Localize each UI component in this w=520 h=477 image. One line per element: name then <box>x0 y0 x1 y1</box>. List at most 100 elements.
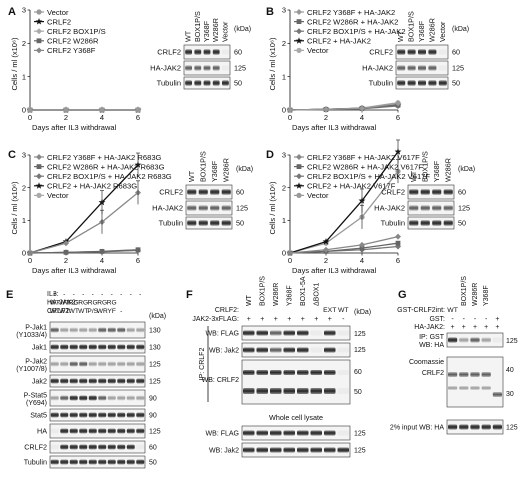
blot-row-sublabel: (Y1033/4) <box>16 332 47 339</box>
blot-band <box>98 378 107 384</box>
blot-band <box>270 330 282 336</box>
blot-band <box>117 444 126 450</box>
blot-band <box>107 344 116 350</box>
mw-label: 125 <box>506 338 518 345</box>
blot-band <box>420 205 430 211</box>
legend-swatch-marker <box>36 9 42 15</box>
blot-band <box>428 80 437 86</box>
blot-row-label: WB: FLAG <box>206 431 239 438</box>
legend-entry-4: Vector <box>307 191 329 200</box>
blot-band <box>126 459 135 465</box>
blot-band <box>418 80 426 86</box>
blot-band <box>79 327 88 333</box>
blot-band <box>187 189 197 195</box>
legend-swatch-marker <box>296 192 302 198</box>
blot-band <box>409 189 419 195</box>
blot-strip <box>241 442 351 458</box>
legend-entry-1: CRLF2 <box>47 17 71 26</box>
blot-band <box>60 428 69 434</box>
mw-label: 60 <box>458 188 466 197</box>
blot-band <box>270 447 282 453</box>
blot-band <box>222 49 229 55</box>
blot-row-label: Tubulin <box>381 219 405 228</box>
header-cell: - <box>139 291 141 298</box>
blot-band <box>481 337 491 343</box>
y-tick-label: 2 <box>22 39 26 48</box>
blot-band <box>310 330 322 336</box>
blot-band <box>79 428 88 434</box>
panel-b-letter: B <box>266 6 274 18</box>
x-tick-label: 0 <box>288 113 292 122</box>
blot-band <box>337 347 349 353</box>
blot-row-label: WB: Jak2 <box>209 348 239 355</box>
blot-band <box>212 65 220 71</box>
lane-label: W286R <box>221 158 230 182</box>
lane-label: WT <box>396 30 405 42</box>
blot-band <box>60 459 69 465</box>
lane-label: WT <box>409 170 418 182</box>
blot-row-label: Jak2 <box>32 377 47 386</box>
blot-band <box>198 189 208 195</box>
blot-band <box>481 372 491 377</box>
x-tick-label: 0 <box>28 113 32 122</box>
blot-band <box>448 372 458 377</box>
blot-band <box>136 395 145 401</box>
lane-label: BOX1P/S <box>193 11 202 42</box>
blot-row-label: CRLF2 <box>369 48 393 57</box>
x-tick-label: 0 <box>288 256 292 265</box>
blot-strip <box>49 440 146 454</box>
data-point-0-0 <box>287 250 293 256</box>
whole-cell-lysate-label: Whole cell lysate <box>269 413 323 422</box>
blot-band <box>136 344 145 350</box>
lane-label: BOX1-5A <box>300 276 307 306</box>
lane-label: WT <box>246 294 253 306</box>
blot-band <box>459 424 469 430</box>
legend-swatch-marker <box>36 47 42 54</box>
blot-band <box>198 220 208 226</box>
blot-band <box>136 327 145 333</box>
blot-band <box>126 428 135 434</box>
x-tick-label: 6 <box>396 113 400 122</box>
legend-swatch-marker <box>35 182 43 189</box>
gst-cell: - <box>463 316 466 323</box>
jak2-cell: + <box>301 316 305 323</box>
header-cell: - <box>63 291 65 298</box>
legend-entry-3: CRLF2 + HA-JAK2 R683G <box>47 182 137 191</box>
blot-band <box>432 205 442 211</box>
legend-entry-2: CRLF2 BOX1P/S + HA-JAK2 <box>307 27 406 36</box>
legend-swatch-marker <box>296 28 302 35</box>
blot-row-label: CRLF2 <box>24 443 47 452</box>
x-tick-label: 0 <box>28 256 32 265</box>
y-tick-label: 3 <box>22 151 26 160</box>
kda-label: (kDa) <box>354 309 371 316</box>
blot-band <box>324 347 336 353</box>
blot-band <box>107 412 116 418</box>
blot-band <box>222 65 229 71</box>
mw-label: 60 <box>234 48 242 57</box>
mw-label: 125 <box>149 379 161 386</box>
blot-band <box>470 337 480 343</box>
gst-cell: - <box>485 316 488 323</box>
mw-label: 90 <box>149 396 157 403</box>
legend-swatch-marker <box>36 164 42 169</box>
x-tick-label: 2 <box>324 113 328 122</box>
blot-band <box>136 378 145 384</box>
blot-band <box>256 347 268 353</box>
header-cell: - <box>130 291 132 298</box>
lane-label: BOX1P/S <box>420 151 429 182</box>
blot-band <box>283 388 295 394</box>
lane-label: BOX1P/S <box>259 276 266 306</box>
blot-strip <box>241 342 351 358</box>
blot-band <box>270 388 282 394</box>
blot-row-label: HA <box>37 427 47 436</box>
blot-band <box>297 370 309 375</box>
blot-band <box>492 337 502 343</box>
y-tick-label: 2 <box>282 39 286 48</box>
blot-band <box>243 347 255 353</box>
blot-band <box>324 388 336 394</box>
blot-band <box>107 361 116 367</box>
x-tick-label: 4 <box>100 256 104 265</box>
lane-label: W286R <box>472 283 479 306</box>
legend-entry-2: CRLF2 BOX1P/S <box>47 27 106 36</box>
blot-band <box>283 430 295 436</box>
